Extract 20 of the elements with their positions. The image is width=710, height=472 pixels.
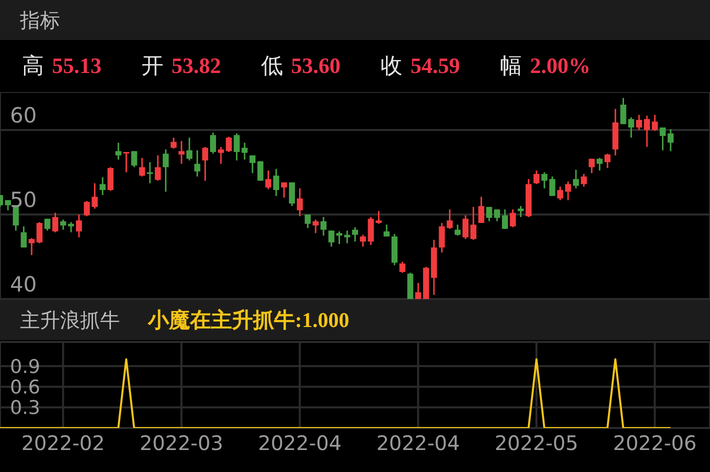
x-tick-label: 2022-02 [21, 431, 105, 456]
x-tick-label: 2022-03 [140, 431, 224, 456]
x-tick-label: 2022-04 [258, 431, 342, 456]
y-tick-label: 0.6 [10, 376, 40, 398]
x-tick-label: 2022-05 [494, 431, 578, 456]
text: 收 54.59 [380, 53, 460, 79]
x-tick-label: 2022-06 [612, 431, 697, 456]
y-tick-label: 60 [10, 103, 37, 128]
text: 低 53.60 [261, 53, 340, 79]
chart-title: 主升浪抓牛 [20, 306, 120, 334]
y-tick-label: 0.9 [10, 356, 40, 378]
y-tick-label: 0.3 [10, 397, 40, 420]
text: 高 55.13 [22, 53, 102, 79]
text: 开 53.82 [142, 53, 221, 79]
series-label: 小魔在主升抓牛:1.000 [148, 307, 350, 334]
text: 幅 2.00% [500, 53, 590, 79]
y-tick-label: 50 [10, 188, 37, 212]
x-tick-label: 2022-04 [376, 431, 460, 456]
y-tick-label: 40 [10, 272, 37, 296]
chart-title: 指标 [20, 6, 60, 34]
